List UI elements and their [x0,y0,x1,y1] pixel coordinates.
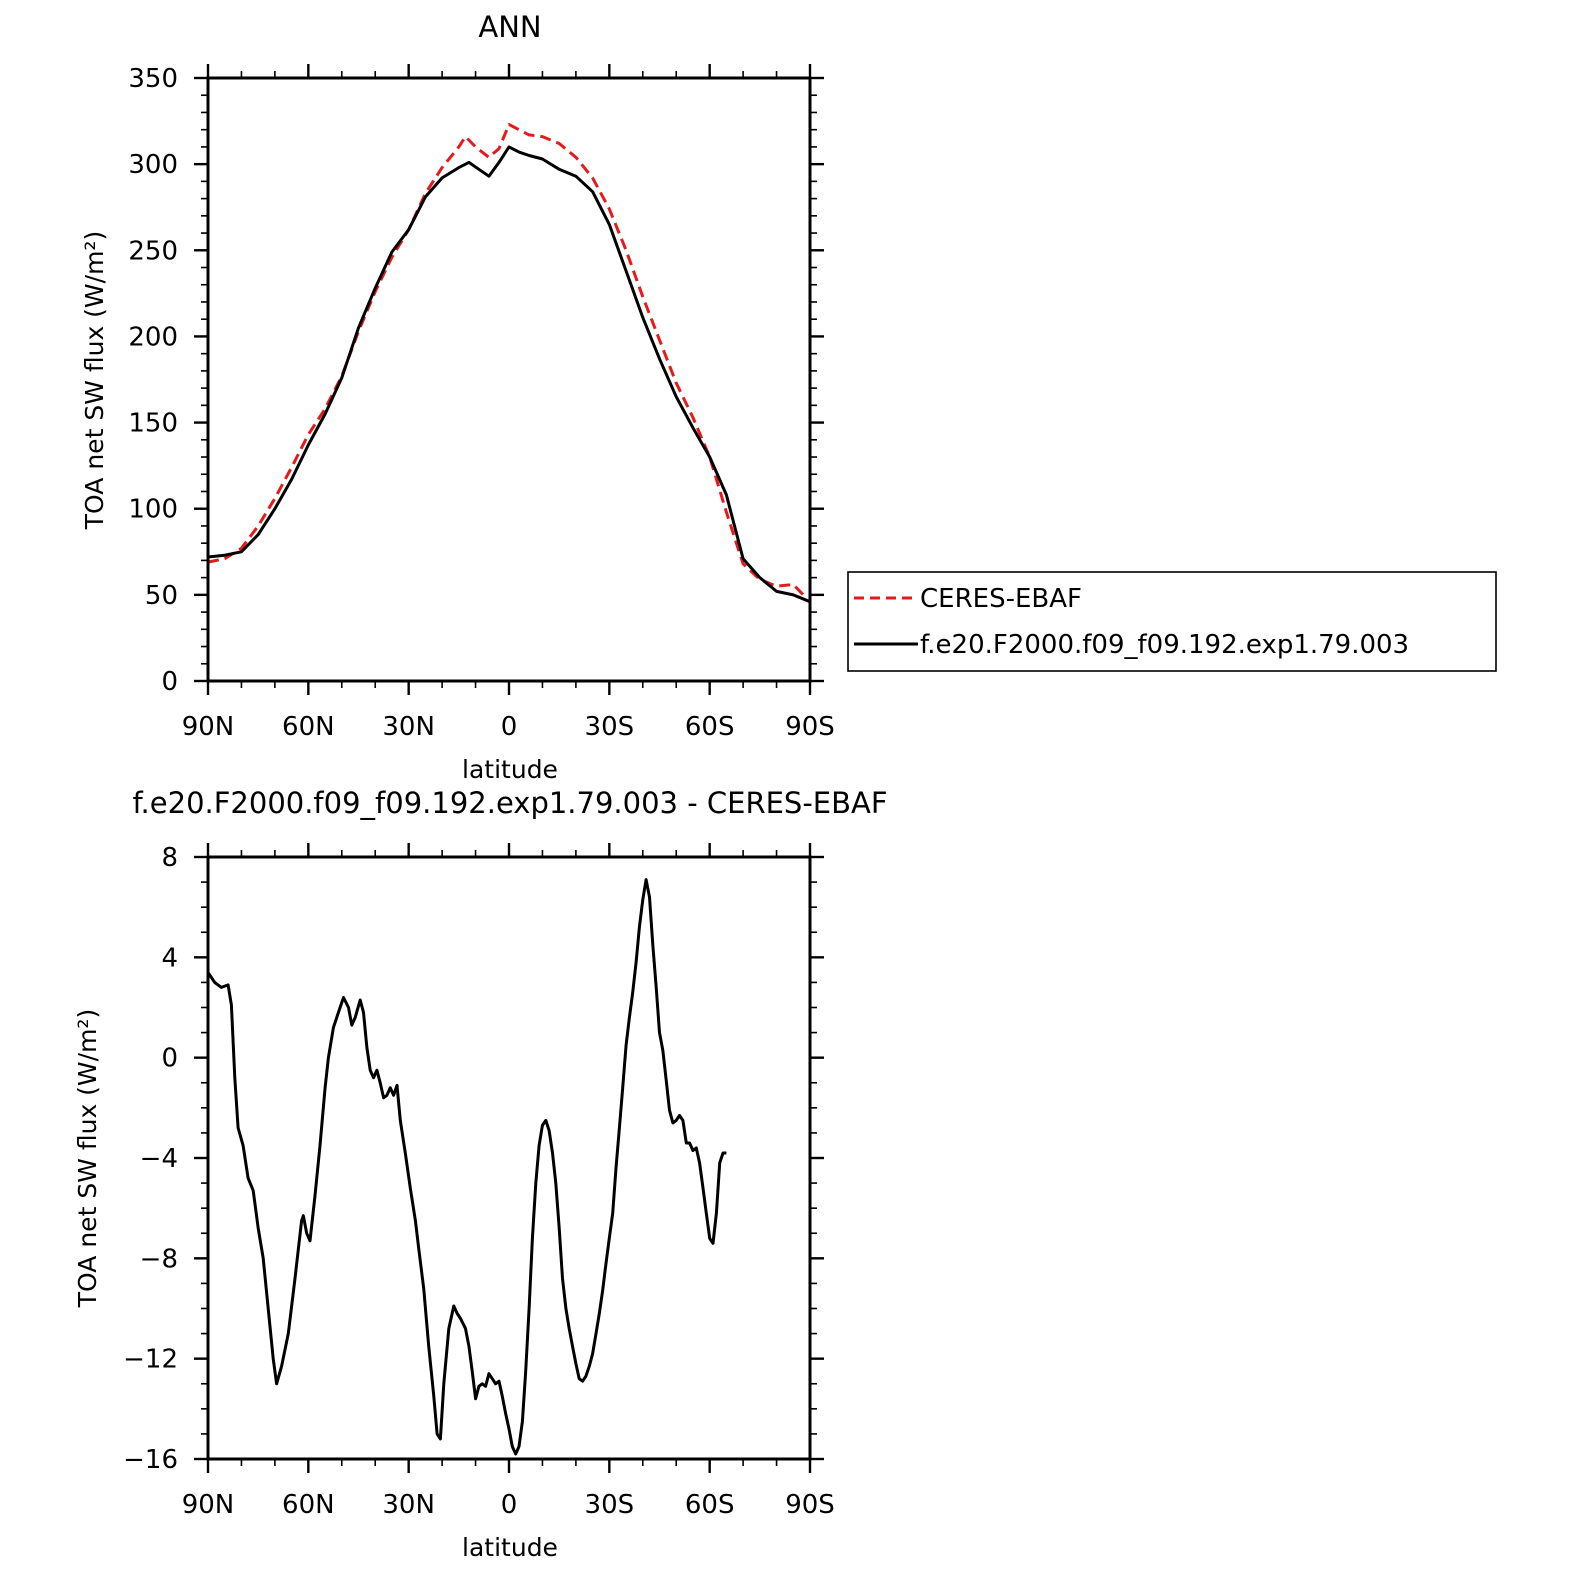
y-tick-label: 0 [161,667,178,697]
y-tick-label: 100 [128,495,178,525]
x-tick-label: 30N [382,712,435,742]
y-tick-label: 350 [128,64,178,94]
bottom-series [206,878,727,1456]
top-y-axis-label: TOA net SW flux (W/m²) [80,231,109,530]
bottom-plot-frame [206,855,812,1461]
top-plot-frame [206,76,812,683]
series-line-f-e20-f2000-f09-f09-192-exp1-79-003 [207,145,811,604]
top-legend: CERES-EBAF f.e20.F2000.f09_f09.192.exp1.… [847,571,1497,672]
top-x-ticks: 90N 60N 30N 0 30S 60S 90S [182,64,835,742]
y-tick-label: 300 [128,150,178,180]
x-tick-label: 90N [182,1490,235,1520]
y-tick-label: 4 [161,943,178,973]
y-tick-label: −4 [140,1144,178,1174]
y-tick-label: 200 [128,322,178,352]
y-tick-label: −12 [123,1345,178,1375]
bottom-x-ticks: 90N 60N 30N 0 30S 60S 90S [182,843,835,1520]
x-tick-label: 0 [501,1490,518,1520]
top-series [207,123,811,604]
legend-label-ceres: CERES-EBAF [920,584,1082,614]
y-tick-label: 150 [128,409,178,439]
x-tick-label: 60N [282,712,335,742]
x-tick-label: 90S [785,712,835,742]
bottom-y-ticks: −16 −12 −8 −4 0 4 8 [123,843,824,1475]
x-tick-label: 30N [382,1490,435,1520]
bottom-x-axis-label: latitude [462,1533,558,1562]
x-tick-label: 0 [501,712,518,742]
top-panel-annual-flux: ANN 0 50 100 150 200 250 300 350 90N 60N 30N 0 30S 6… [80,10,1497,784]
y-tick-label: −8 [140,1244,178,1274]
top-x-axis-label: latitude [462,755,558,784]
legend-label-model: f.e20.F2000.f09_f09.192.exp1.79.003 [920,630,1409,660]
y-tick-label: 8 [161,843,178,873]
bottom-panel-difference: f.e20.F2000.f09_f09.192.exp1.79.003 - CE… [73,786,888,1562]
x-tick-label: 60S [685,712,735,742]
difference-series-line [206,878,727,1456]
legend-box [847,571,1497,672]
top-y-ticks: 0 50 100 150 200 250 300 350 [128,64,824,697]
x-tick-label: 60S [685,1490,735,1520]
y-tick-label: 50 [145,581,178,611]
y-tick-label: −16 [123,1445,178,1475]
x-tick-label: 30S [585,1490,635,1520]
bottom-panel-title: f.e20.F2000.f09_f09.192.exp1.79.003 - CE… [132,786,887,820]
bottom-y-axis-label: TOA net SW flux (W/m²) [73,1009,102,1308]
y-tick-label: 250 [128,236,178,266]
y-tick-label: 0 [161,1044,178,1074]
x-tick-label: 30S [585,712,635,742]
top-panel-title: ANN [478,10,541,44]
x-tick-label: 90N [182,712,235,742]
x-tick-label: 90S [785,1490,835,1520]
x-tick-label: 60N [282,1490,335,1520]
series-line-ceres-ebaf [207,123,811,599]
